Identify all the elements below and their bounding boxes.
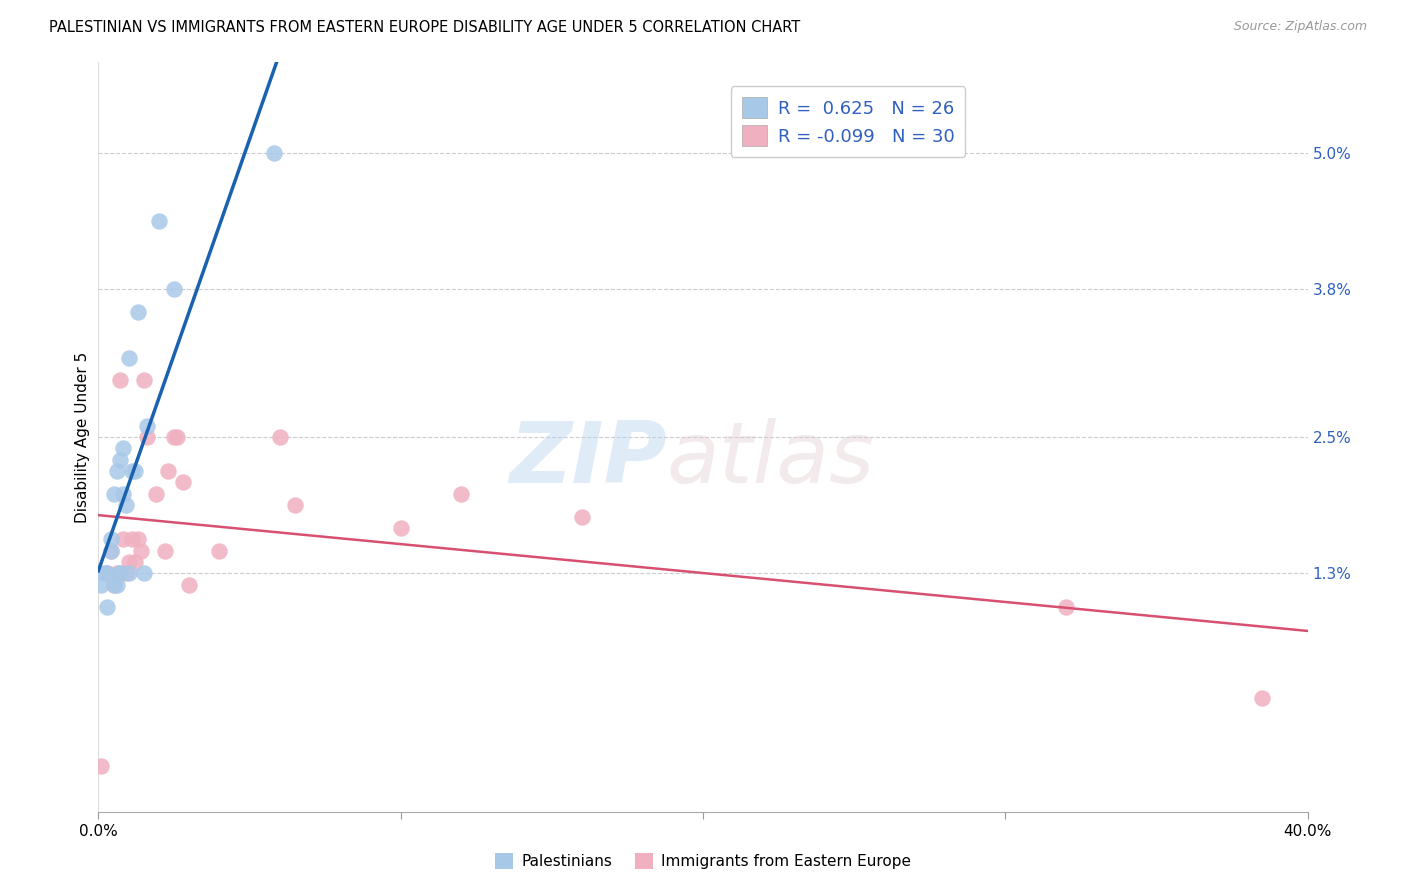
Point <box>111 487 134 501</box>
Point <box>108 566 131 581</box>
Point <box>114 566 136 581</box>
Point <box>179 577 201 591</box>
Point <box>108 452 131 467</box>
Point <box>100 543 122 558</box>
Point <box>114 498 136 512</box>
Point <box>108 566 131 581</box>
Text: PALESTINIAN VS IMMIGRANTS FROM EASTERN EUROPE DISABILITY AGE UNDER 5 CORRELATION: PALESTINIAN VS IMMIGRANTS FROM EASTERN E… <box>49 20 800 35</box>
Point <box>148 214 170 228</box>
Point <box>105 577 128 591</box>
Point <box>108 373 131 387</box>
Point <box>96 566 118 581</box>
Point <box>153 543 176 558</box>
Point <box>389 521 412 535</box>
Point <box>1251 691 1274 706</box>
Point <box>145 487 167 501</box>
Point <box>118 555 141 569</box>
Point <box>121 464 143 478</box>
Point <box>129 543 152 558</box>
Point <box>172 475 194 490</box>
Point <box>166 430 188 444</box>
Point <box>127 305 149 319</box>
Point <box>93 566 115 581</box>
Point <box>121 533 143 547</box>
Point <box>105 464 128 478</box>
Point <box>118 566 141 581</box>
Point <box>263 146 285 161</box>
Point <box>105 566 128 581</box>
Point <box>135 418 157 433</box>
Point <box>111 533 134 547</box>
Y-axis label: Disability Age Under 5: Disability Age Under 5 <box>75 351 90 523</box>
Point <box>127 533 149 547</box>
Text: ZIP: ZIP <box>509 418 666 501</box>
Legend: Palestinians, Immigrants from Eastern Europe: Palestinians, Immigrants from Eastern Eu… <box>489 847 917 875</box>
Point <box>269 430 291 444</box>
Point <box>103 577 125 591</box>
Point <box>111 442 134 456</box>
Point <box>284 498 307 512</box>
Point <box>100 533 122 547</box>
Point <box>96 566 118 581</box>
Text: atlas: atlas <box>666 418 875 501</box>
Text: Source: ZipAtlas.com: Source: ZipAtlas.com <box>1233 20 1367 33</box>
Legend: R =  0.625   N = 26, R = -0.099   N = 30: R = 0.625 N = 26, R = -0.099 N = 30 <box>731 87 966 157</box>
Point <box>1054 600 1077 615</box>
Point <box>100 543 122 558</box>
Point <box>103 487 125 501</box>
Point <box>118 351 141 365</box>
Point <box>132 373 155 387</box>
Point <box>103 577 125 591</box>
Point <box>163 430 186 444</box>
Point <box>571 509 593 524</box>
Point <box>90 577 112 591</box>
Point <box>132 566 155 581</box>
Point <box>135 430 157 444</box>
Point <box>90 759 112 773</box>
Point <box>450 487 472 501</box>
Point <box>156 464 179 478</box>
Point <box>124 555 146 569</box>
Point <box>96 600 118 615</box>
Point <box>124 464 146 478</box>
Point <box>208 543 231 558</box>
Point <box>163 283 186 297</box>
